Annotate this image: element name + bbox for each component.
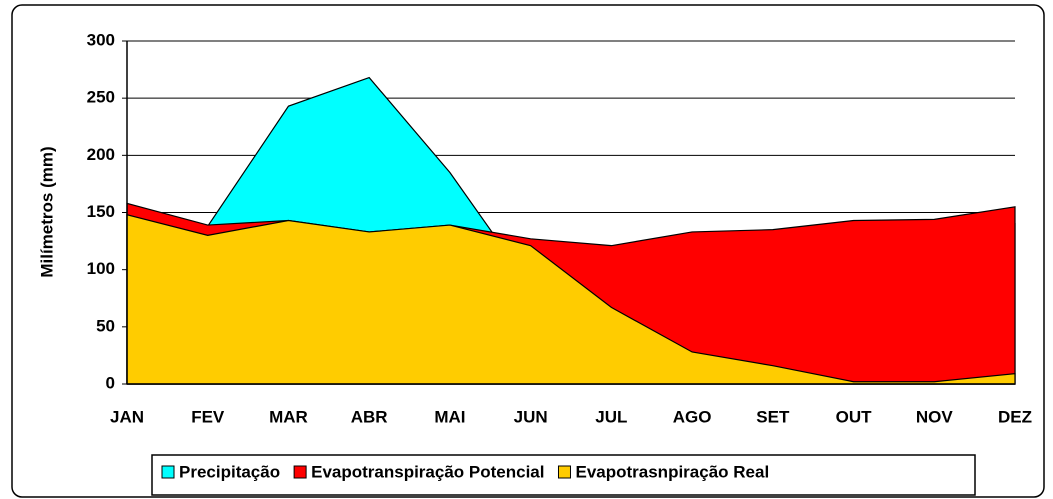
legend-label: Precipitação bbox=[179, 462, 280, 481]
x-tick-label: JUL bbox=[595, 407, 627, 426]
y-tick-label: 250 bbox=[87, 88, 115, 107]
x-tick-label: NOV bbox=[916, 407, 954, 426]
y-tick-label: 0 bbox=[106, 373, 115, 392]
x-tick-label: AGO bbox=[673, 407, 712, 426]
y-tick-label: 50 bbox=[96, 316, 115, 335]
x-tick-label: MAR bbox=[269, 407, 308, 426]
x-tick-label: FEV bbox=[191, 407, 225, 426]
y-axis-label: Milímetros (mm) bbox=[37, 146, 56, 277]
legend-swatch bbox=[161, 465, 175, 479]
legend-swatch bbox=[293, 465, 307, 479]
x-tick-label: DEZ bbox=[998, 407, 1032, 426]
y-tick-label: 150 bbox=[87, 202, 115, 221]
legend-label: Evapotranspiração Potencial bbox=[311, 462, 544, 481]
x-tick-label: JUN bbox=[514, 407, 548, 426]
y-tick-label: 300 bbox=[87, 30, 115, 49]
y-tick-label: 200 bbox=[87, 145, 115, 164]
y-tick-label: 100 bbox=[87, 259, 115, 278]
x-tick-label: SET bbox=[756, 407, 790, 426]
x-tick-label: MAI bbox=[434, 407, 465, 426]
x-tick-label: OUT bbox=[836, 407, 873, 426]
x-tick-label: ABR bbox=[351, 407, 388, 426]
area bbox=[126, 214, 1016, 385]
x-tick-label: JAN bbox=[110, 407, 144, 426]
legend-label: Evapotrasnpiração Real bbox=[575, 462, 769, 481]
legend: Precipitação Evapotranspiração Potencial E… bbox=[151, 454, 976, 496]
legend-swatch bbox=[557, 465, 571, 479]
